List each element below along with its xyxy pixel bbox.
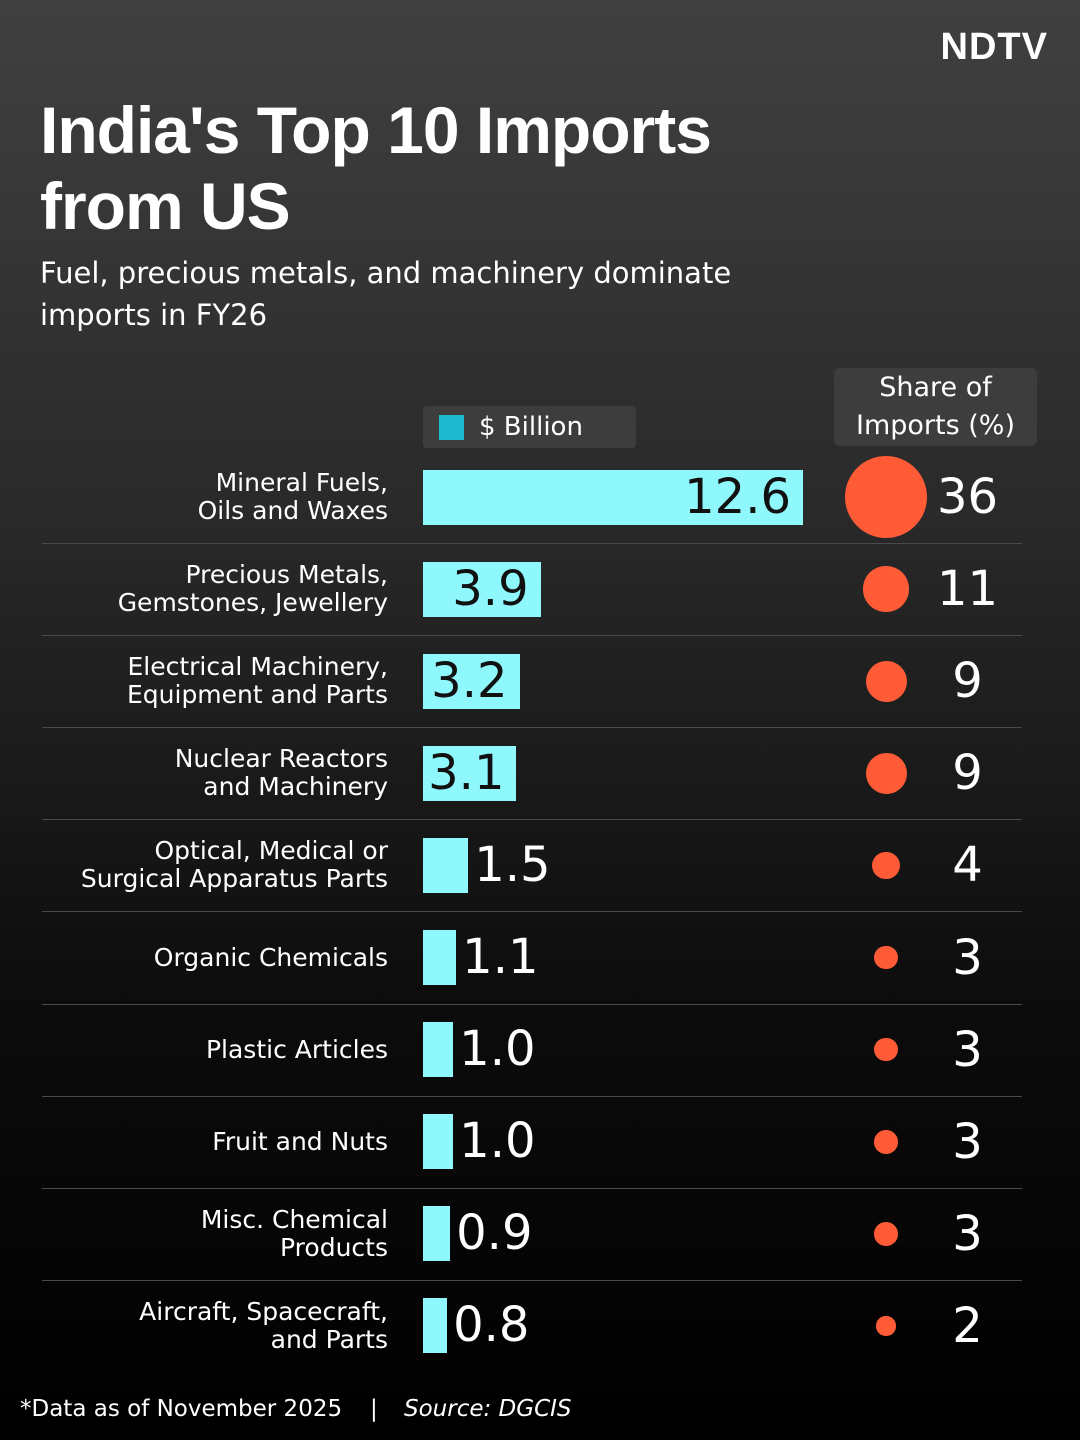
share-bubble xyxy=(845,456,927,538)
share-label: 3 xyxy=(952,1021,983,1078)
share-bubble xyxy=(876,1316,896,1336)
share-bubble xyxy=(865,752,907,794)
category-label: Aircraft, Spacecraft, and Parts xyxy=(139,1296,388,1354)
bar xyxy=(423,1114,454,1170)
value-label: 3.2 xyxy=(431,652,508,709)
share-bubble xyxy=(863,566,909,612)
separator: | xyxy=(370,1396,378,1422)
row-separator xyxy=(42,819,1022,821)
value-label: 12.6 xyxy=(684,468,791,525)
value-label: 0.8 xyxy=(453,1297,530,1354)
brand-logo: NDTV xyxy=(940,26,1048,68)
category-label: Electrical Machinery, Equipment and Part… xyxy=(126,652,388,710)
bar xyxy=(423,469,803,525)
category-label: Precious Metals, Gemstones, Jewellery xyxy=(117,560,388,618)
bar xyxy=(423,561,541,617)
row-separator xyxy=(42,1187,1022,1189)
share-bubble xyxy=(874,1221,898,1246)
category-label: Plastic Articles xyxy=(205,1034,388,1064)
chart-title: India's Top 10 Imports from US xyxy=(40,93,712,243)
bar xyxy=(423,1206,451,1262)
legend-swatch xyxy=(439,415,464,440)
share-bubble xyxy=(865,660,907,702)
bar xyxy=(423,930,457,985)
value-label: 1.0 xyxy=(459,1113,536,1170)
row-separator xyxy=(42,727,1022,729)
chart-subtitle: Fuel, precious metals, and machinery dom… xyxy=(40,256,732,332)
category-label: Optical, Medical or Surgical Apparatus P… xyxy=(80,836,388,894)
legend-value: $ Billion xyxy=(423,406,636,448)
share-label: 3 xyxy=(952,1113,983,1170)
bar xyxy=(423,745,517,801)
share-bubble xyxy=(872,851,900,880)
footnote: *Data as of November 2025 xyxy=(20,1396,343,1422)
category-label: Fruit and Nuts xyxy=(212,1126,388,1156)
bar xyxy=(423,1298,448,1354)
legend-label: $ Billion xyxy=(479,412,583,442)
category-label: Mineral Fuels, Oils and Waxes xyxy=(197,468,388,525)
source: Source: DGCIS xyxy=(404,1396,572,1422)
category-label: Nuclear Reactors and Machinery xyxy=(174,744,388,802)
row-separator xyxy=(42,543,1022,545)
row-separator xyxy=(42,1279,1022,1281)
bar xyxy=(423,1022,454,1078)
value-label: 1.1 xyxy=(462,929,539,985)
share-label: 36 xyxy=(936,469,999,525)
share-label: 3 xyxy=(952,1205,983,1262)
legend-share: Share of Imports (%) xyxy=(834,368,1037,446)
share-label: 3 xyxy=(952,929,983,986)
value-label: 0.9 xyxy=(456,1205,533,1262)
share-label: 9 xyxy=(952,745,983,802)
share-label: 9 xyxy=(952,653,983,710)
share-bubble xyxy=(874,945,898,970)
value-label: 3.9 xyxy=(452,560,529,617)
row-separator xyxy=(42,1095,1022,1097)
row-separator xyxy=(42,635,1022,637)
row-separator xyxy=(42,1003,1022,1005)
share-label: 2 xyxy=(952,1297,983,1354)
category-label: Organic Chemicals xyxy=(153,942,388,972)
share-bubble xyxy=(874,1037,898,1062)
row-separator xyxy=(42,911,1022,913)
share-bubble xyxy=(874,1129,898,1154)
share-label: 11 xyxy=(936,561,999,618)
value-label: 3.1 xyxy=(428,744,505,801)
category-label: Misc. Chemical Products xyxy=(200,1204,388,1262)
value-label: 1.5 xyxy=(474,836,551,893)
bar xyxy=(423,837,469,893)
value-label: 1.0 xyxy=(459,1021,536,1078)
share-label: 4 xyxy=(952,837,983,894)
bar xyxy=(423,653,520,709)
